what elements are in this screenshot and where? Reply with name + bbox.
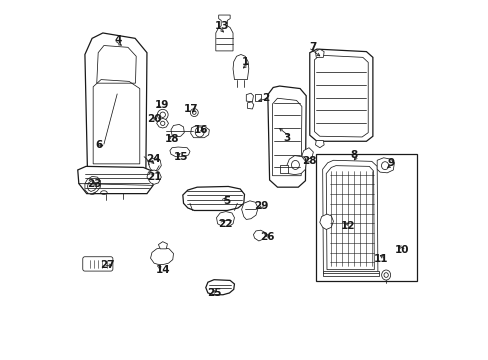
Polygon shape (246, 93, 253, 102)
Polygon shape (150, 247, 173, 265)
Polygon shape (156, 118, 168, 128)
Polygon shape (322, 160, 377, 273)
Polygon shape (183, 186, 244, 211)
Polygon shape (376, 158, 394, 173)
Polygon shape (286, 156, 305, 175)
Text: 12: 12 (340, 221, 354, 231)
Text: 20: 20 (147, 114, 162, 124)
Text: 25: 25 (206, 288, 221, 298)
FancyBboxPatch shape (82, 257, 113, 271)
Text: 19: 19 (155, 100, 169, 110)
Text: 6: 6 (96, 140, 102, 150)
Text: 9: 9 (387, 158, 394, 168)
Polygon shape (267, 86, 305, 187)
Text: 16: 16 (194, 125, 208, 135)
Bar (279, 165, 287, 173)
Polygon shape (301, 148, 313, 159)
Polygon shape (315, 49, 324, 57)
Polygon shape (215, 15, 233, 51)
Polygon shape (147, 170, 161, 184)
Bar (316, 154, 416, 281)
Polygon shape (247, 102, 253, 109)
Polygon shape (205, 280, 234, 295)
Polygon shape (169, 147, 190, 157)
Text: 14: 14 (155, 265, 170, 275)
Polygon shape (216, 212, 234, 226)
Text: 4: 4 (114, 35, 122, 45)
Polygon shape (85, 33, 147, 176)
Text: 23: 23 (86, 179, 101, 189)
Polygon shape (315, 140, 324, 148)
Polygon shape (241, 201, 258, 220)
Text: 5: 5 (223, 196, 230, 206)
Bar (254, 94, 261, 101)
Text: 21: 21 (146, 172, 161, 182)
Text: 27: 27 (100, 260, 115, 270)
Text: 11: 11 (373, 254, 388, 264)
Bar (322, 271, 379, 276)
Polygon shape (190, 126, 209, 138)
Polygon shape (282, 166, 286, 172)
Text: 13: 13 (215, 21, 229, 31)
Polygon shape (158, 242, 167, 249)
Polygon shape (85, 176, 100, 194)
Text: 24: 24 (145, 154, 160, 164)
Text: 7: 7 (308, 42, 316, 52)
Text: 18: 18 (164, 134, 179, 144)
Text: 29: 29 (254, 201, 268, 211)
Text: 15: 15 (173, 152, 187, 162)
Text: 10: 10 (394, 245, 409, 255)
Polygon shape (253, 230, 265, 241)
Polygon shape (78, 166, 153, 194)
Text: 17: 17 (184, 104, 198, 114)
Text: 28: 28 (301, 156, 316, 166)
Polygon shape (233, 54, 248, 80)
Polygon shape (148, 158, 161, 171)
Text: 26: 26 (260, 232, 274, 242)
Polygon shape (171, 125, 184, 137)
Text: 8: 8 (349, 150, 357, 160)
Text: 22: 22 (218, 219, 233, 229)
Polygon shape (319, 214, 333, 229)
Text: 1: 1 (241, 57, 248, 67)
Polygon shape (309, 49, 372, 141)
Text: 2: 2 (262, 93, 269, 103)
Text: 3: 3 (283, 133, 290, 143)
